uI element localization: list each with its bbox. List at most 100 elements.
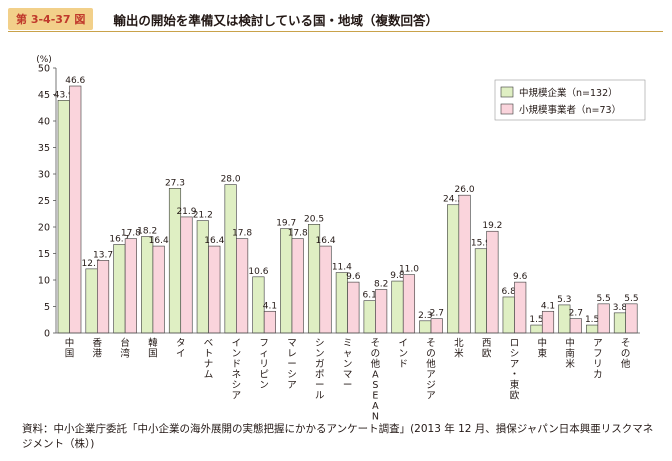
x-tick-label: ャ xyxy=(343,349,353,360)
bar xyxy=(625,303,638,334)
x-tick-label: ト xyxy=(204,349,214,360)
bar-value-label: 13.7 xyxy=(93,250,113,260)
figure-label: 第 3-4-37 図 xyxy=(8,8,94,30)
x-tick-label: 香 xyxy=(93,338,103,349)
x-tick-label: ア xyxy=(232,391,242,402)
bar xyxy=(319,245,332,334)
x-tick-label: カ xyxy=(593,370,603,381)
bar-value-label: 9.6 xyxy=(513,272,528,282)
bar-value-label: 43.9 xyxy=(54,90,74,100)
bar-value-label: 16.4 xyxy=(149,236,169,246)
x-tick-label: ー xyxy=(287,359,297,370)
x-tick-label: シ xyxy=(315,338,325,349)
bar xyxy=(474,248,487,334)
legend-swatch xyxy=(500,103,514,115)
bar-value-label: 4.1 xyxy=(263,301,277,311)
bar xyxy=(69,85,82,334)
x-tick-label: 港 xyxy=(93,348,103,360)
bar xyxy=(85,268,98,334)
bar xyxy=(419,320,432,334)
bar-value-label: 27.3 xyxy=(165,178,185,188)
x-tick-label: 中 xyxy=(565,337,575,349)
bar-chart: (%) 0 5 10 15 20 25 30 35 40 45 50 43.9 46.6 12.113.7 1… xyxy=(36,55,646,420)
x-tick-label: ル xyxy=(315,391,325,402)
legend-box xyxy=(494,79,646,121)
bar-value-label: 28.0 xyxy=(221,175,241,185)
x-tick-label: 欧 xyxy=(482,348,492,360)
x-tick-label: ド xyxy=(232,359,242,370)
bar xyxy=(347,281,360,334)
bar xyxy=(447,204,460,334)
header-divider xyxy=(8,31,663,32)
figure-header: 第 3-4-37 図 輸出の開始を準備又は検討している国・地域（複数回答） xyxy=(8,8,663,30)
bar xyxy=(180,216,193,334)
x-tick-label: 北 xyxy=(454,338,464,349)
bar-value-label: 17.8 xyxy=(232,229,252,239)
bar-value-label: 6.8 xyxy=(502,287,517,297)
bar xyxy=(569,318,582,334)
x-tick-label: の xyxy=(371,349,381,360)
bar-value-label: 5.5 xyxy=(624,294,638,304)
x-tick-label: ・ xyxy=(510,370,520,381)
bar xyxy=(541,310,555,334)
bar xyxy=(97,260,110,334)
x-tick-label: 東 xyxy=(538,348,548,360)
bar xyxy=(391,280,404,334)
bar-value-label: 3.8 xyxy=(613,303,628,313)
bar xyxy=(613,312,626,334)
x-tick-label: 欧 xyxy=(510,390,520,402)
y-axis-unit-label: (%) xyxy=(36,55,52,65)
x-tick-label: イ xyxy=(176,349,186,360)
bar xyxy=(486,230,499,334)
x-tick-label: ア xyxy=(426,391,436,402)
x-tick-label: イ xyxy=(232,338,242,349)
bar-value-label: 9.6 xyxy=(346,272,361,282)
x-tick-label: 東 xyxy=(510,379,520,391)
x-tick-label: ン xyxy=(232,349,242,360)
bar xyxy=(263,310,276,334)
x-tick-label: S xyxy=(372,380,378,391)
bar xyxy=(124,238,137,334)
y-tick-label: 40 xyxy=(38,117,50,128)
bar-value-label: 4.1 xyxy=(541,301,555,311)
x-tick-label: フ xyxy=(593,349,603,360)
x-tick-label: 韓 xyxy=(148,338,158,349)
y-tick-label: 10 xyxy=(38,276,50,287)
bar xyxy=(458,194,471,334)
legend-label: 中規模企業（n=132） xyxy=(519,87,618,99)
x-tick-label: ア xyxy=(426,370,436,381)
x-tick-label: ロ xyxy=(510,338,520,349)
x-tick-label: フ xyxy=(259,338,269,349)
bar xyxy=(224,184,237,334)
bar-value-label: 9.8 xyxy=(390,271,405,281)
x-tick-label: イ xyxy=(398,338,408,349)
bar-value-label: 17.8 xyxy=(121,229,141,239)
x-tick-label: 他 xyxy=(621,358,631,370)
x-tick-label: 国 xyxy=(65,349,75,360)
x-tick-label: の xyxy=(426,349,436,360)
x-tick-label: ー xyxy=(315,380,325,391)
bar-value-label: 11.4 xyxy=(332,263,352,273)
bar-value-label: 11.0 xyxy=(399,265,419,275)
bar-value-label: 18.2 xyxy=(137,227,157,237)
x-tick-label: 南 xyxy=(565,348,575,360)
y-tick-label: 45 xyxy=(38,90,50,101)
x-tick-label: 中 xyxy=(538,337,548,349)
x-tick-label: そ xyxy=(371,338,381,349)
bar-value-label: 26.0 xyxy=(455,185,475,195)
x-tick-label: A xyxy=(372,401,379,412)
y-tick-label: 25 xyxy=(38,196,50,207)
x-tick-label: ジ xyxy=(426,380,436,391)
x-tick-label: ガ xyxy=(315,359,325,370)
x-tick-label: そ xyxy=(621,338,631,349)
bar-value-label: 15.9 xyxy=(471,239,491,249)
x-tick-label: ン xyxy=(259,380,269,391)
x-tick-label: 西 xyxy=(482,338,492,349)
bar-value-label: 19.7 xyxy=(276,219,296,229)
legend-label: 小規模事業者（n=73） xyxy=(519,104,621,116)
bar xyxy=(514,281,527,334)
bar-value-label: 10.6 xyxy=(248,267,268,277)
bar xyxy=(141,236,154,334)
bar xyxy=(597,303,610,334)
x-tick-label: シ xyxy=(510,349,520,360)
